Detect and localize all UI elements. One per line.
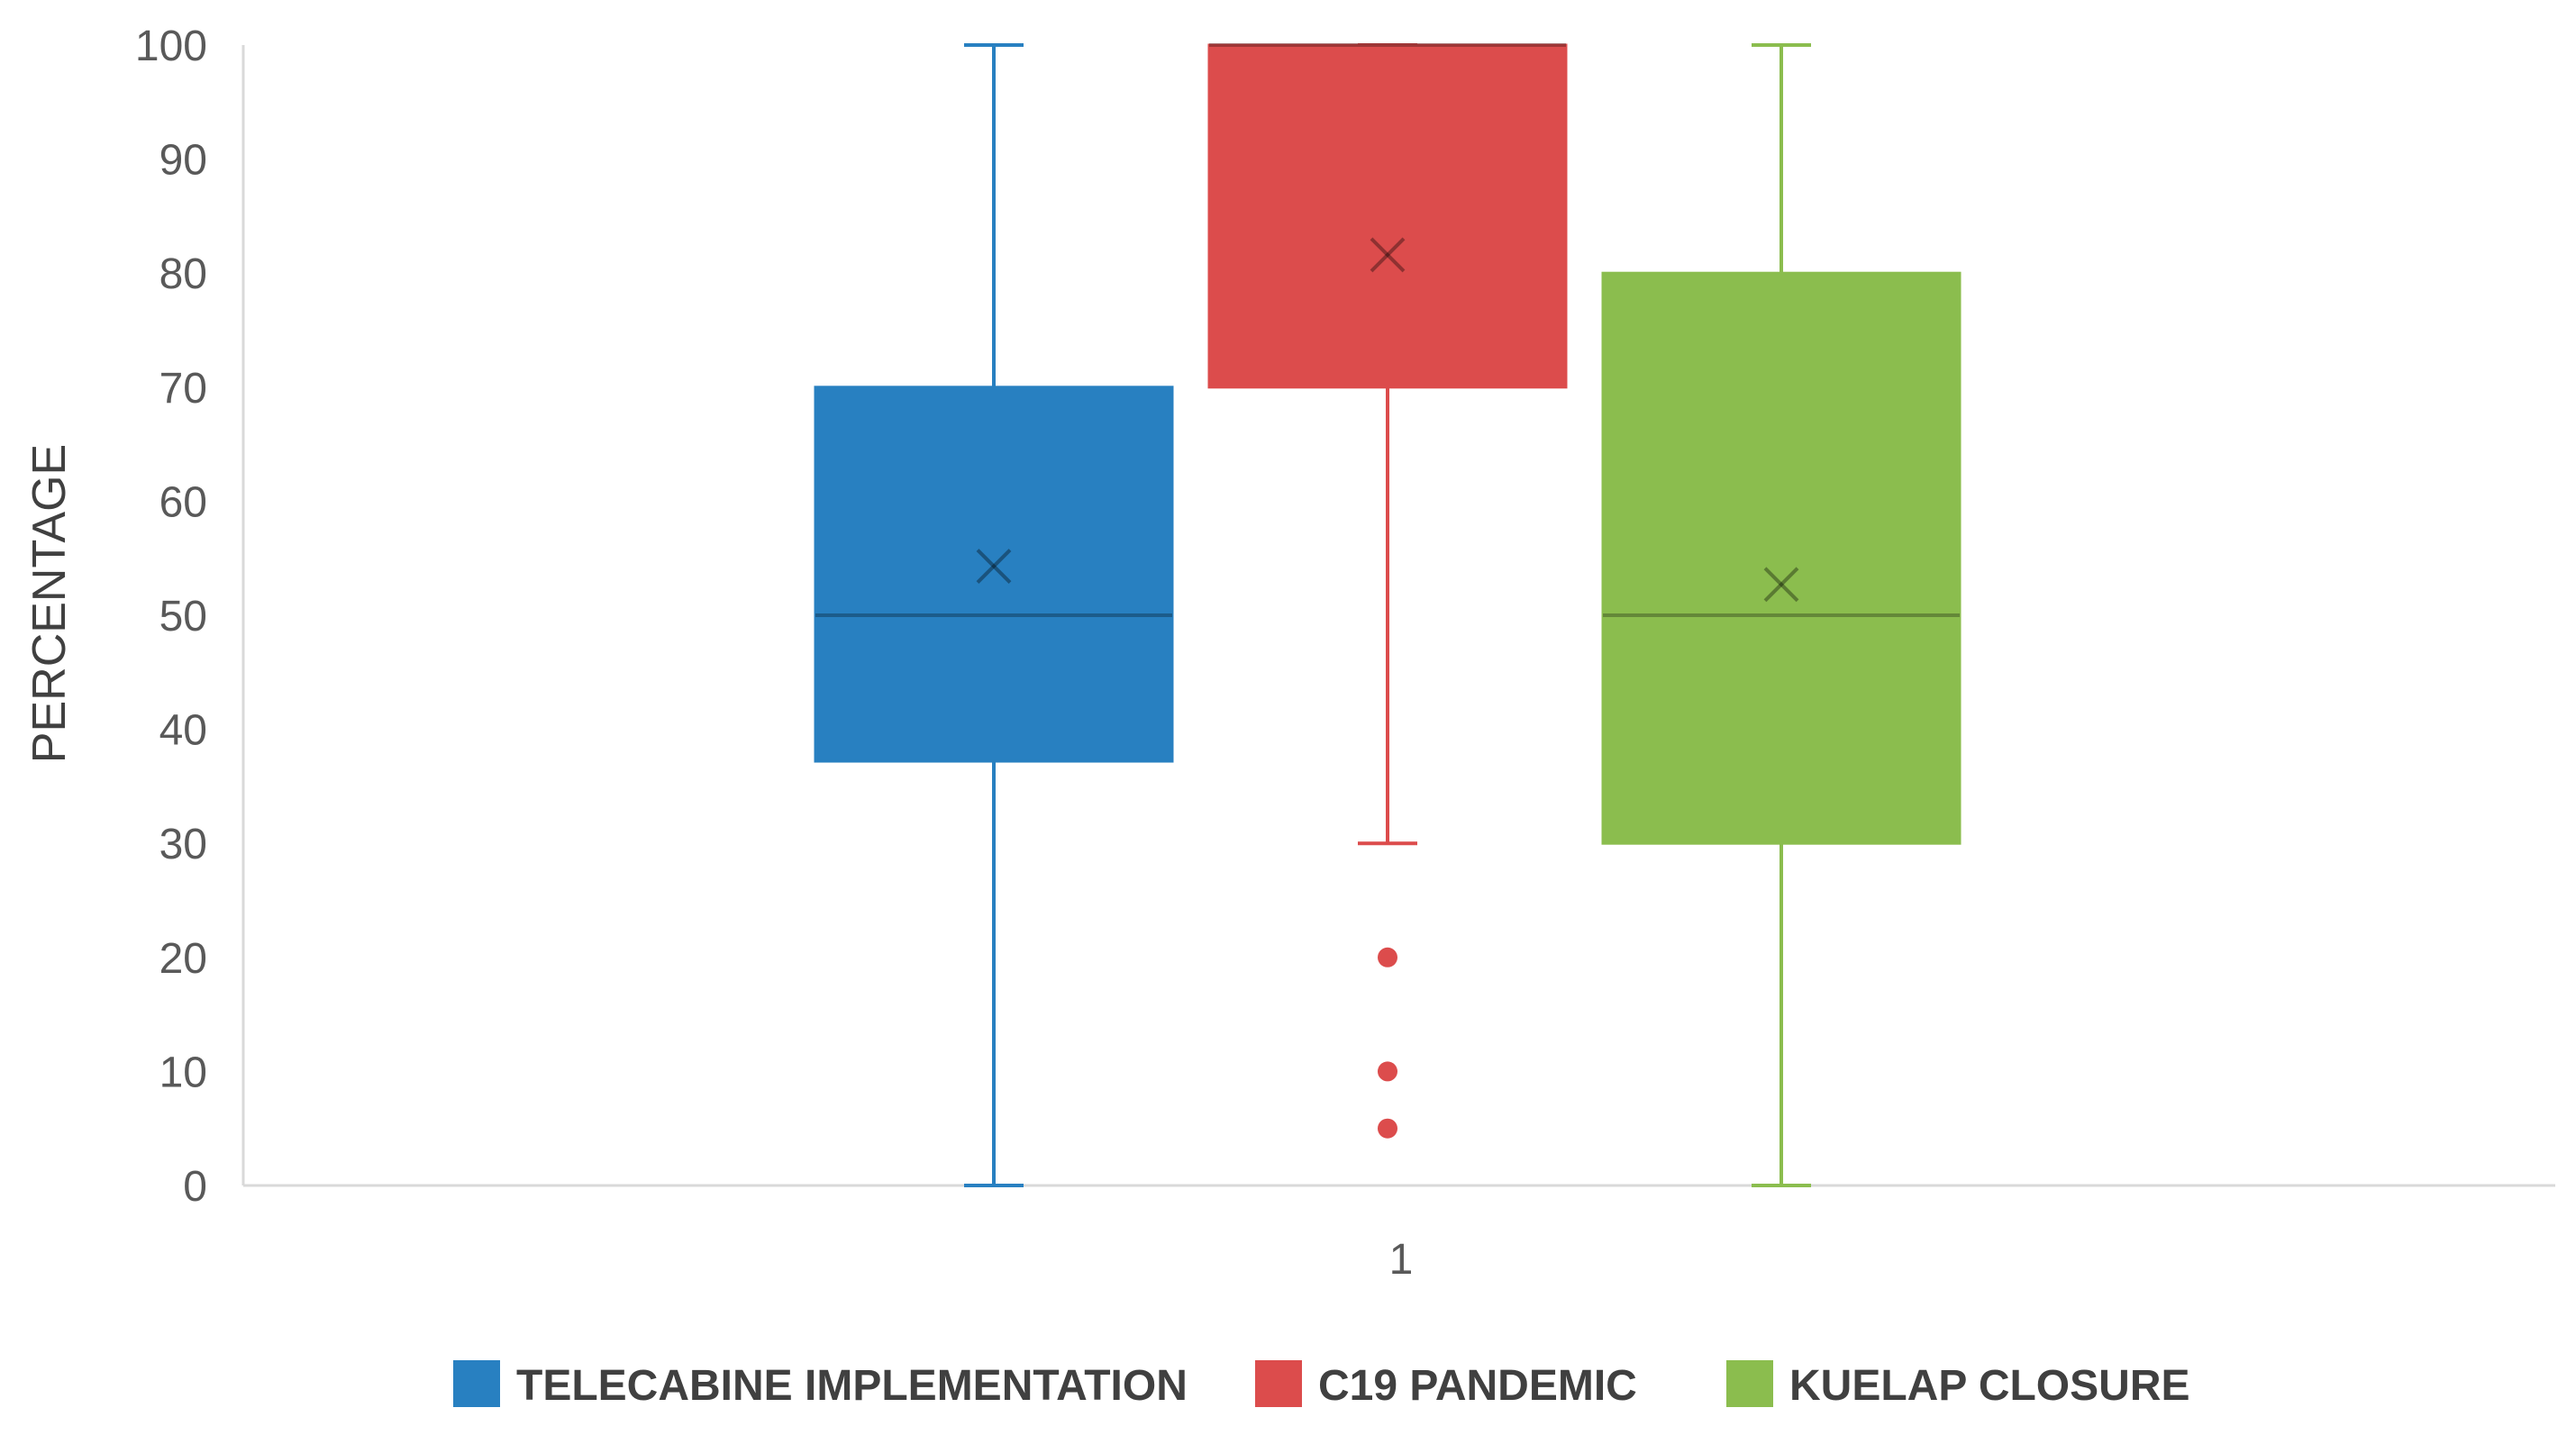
outlier-point: [1378, 1061, 1397, 1082]
y-tick-label: 40: [159, 707, 207, 755]
mean-marker: [1763, 567, 1799, 603]
y-axis-title: PERCENTAGE: [23, 444, 76, 763]
mean-marker: [1370, 237, 1406, 273]
legend: TELECABINE IMPLEMENTATION C19 PANDEMIC KUE…: [453, 1360, 2190, 1410]
mean-marker: [1370, 237, 1406, 273]
y-tick-label: 10: [159, 1049, 207, 1096]
outlier-point: [1378, 947, 1397, 967]
mean-marker: [976, 549, 1012, 584]
legend-swatch: [1255, 1360, 1302, 1407]
y-tick-label: 70: [159, 365, 207, 413]
y-tick-label: 100: [135, 23, 207, 70]
axes: [241, 45, 2555, 1187]
box-series-1: [1207, 43, 1568, 1139]
y-axis-ticks: 0 10 20 30 40 50 60 70 80 90 100: [135, 23, 207, 1211]
box-series-2: [1601, 43, 1962, 1187]
mean-marker: [976, 549, 1012, 584]
x-category-label: 1: [1389, 1236, 1414, 1284]
y-tick-label: 50: [159, 593, 207, 640]
y-tick-label: 20: [159, 935, 207, 983]
legend-label: C19 PANDEMIC: [1318, 1362, 1637, 1410]
y-tick-label: 0: [183, 1163, 207, 1211]
y-tick-label: 80: [159, 250, 207, 298]
box-iqr: [1207, 43, 1568, 389]
box-iqr: [1601, 271, 1962, 845]
legend-label: TELECABINE IMPLEMENTATION: [516, 1362, 1188, 1410]
y-tick-label: 90: [159, 137, 207, 185]
y-tick-label: 30: [159, 821, 207, 868]
box-iqr: [814, 386, 1174, 763]
legend-swatch: [453, 1360, 500, 1407]
box-series-0: [814, 43, 1174, 1187]
y-tick-label: 60: [159, 478, 207, 526]
legend-swatch: [1726, 1360, 1773, 1407]
outlier-point: [1378, 1118, 1397, 1139]
legend-label: KUELAP CLOSURE: [1789, 1362, 2190, 1410]
mean-marker: [1763, 567, 1799, 603]
box-series: [814, 43, 1962, 1187]
